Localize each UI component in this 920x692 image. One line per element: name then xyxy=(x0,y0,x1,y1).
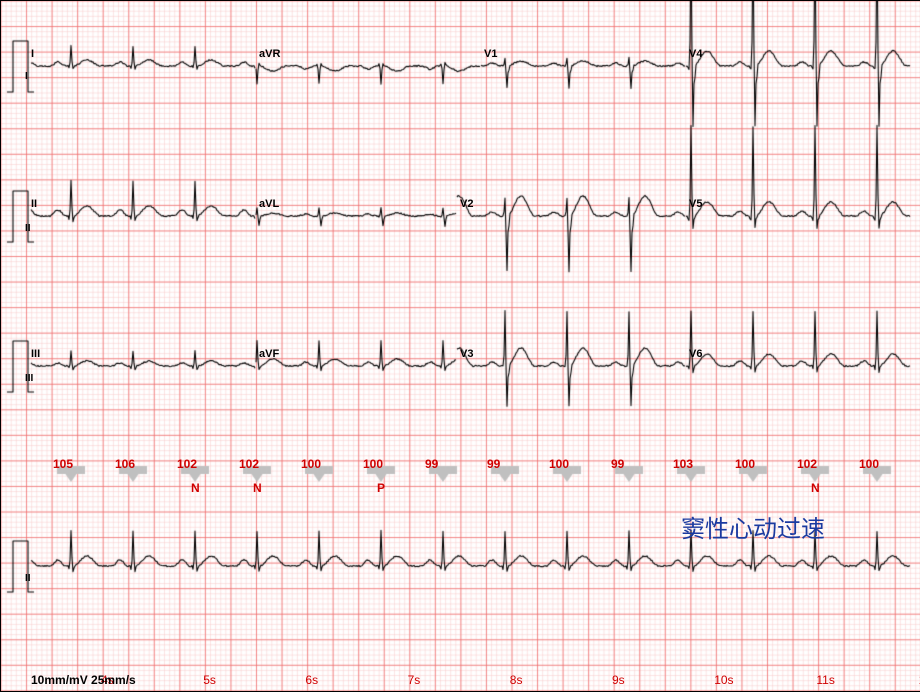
time-11s: 11s xyxy=(816,673,834,687)
lead-label-V1: V1 xyxy=(484,48,497,60)
hr-value-10: 103 xyxy=(673,457,693,471)
hr-value-12: 102 xyxy=(797,457,817,471)
hr-value-6: 99 xyxy=(425,457,438,471)
hr-value-7: 99 xyxy=(487,457,500,471)
lead-label-V5: V5 xyxy=(689,198,702,210)
lead-label-V3: V3 xyxy=(460,348,473,360)
hr-value-11: 100 xyxy=(735,457,755,471)
row-1-roman: II xyxy=(25,223,31,234)
time-10s: 10s xyxy=(714,673,733,687)
lead-label-II: II xyxy=(31,198,37,210)
hr-value-13: 100 xyxy=(859,457,879,471)
beat-class-5: P xyxy=(377,481,385,495)
lead-label-aVR: aVR xyxy=(259,48,280,60)
lead-label-V4: V4 xyxy=(689,48,702,60)
time-8s: 8s xyxy=(510,673,523,687)
hr-value-5: 100 xyxy=(363,457,383,471)
time-9s: 9s xyxy=(612,673,625,687)
scale-label: 10mm/mV 25mm/s xyxy=(31,673,136,687)
lead-label-III: III xyxy=(31,348,40,360)
time-6s: 6s xyxy=(305,673,318,687)
time-5s: 5s xyxy=(203,673,216,687)
hr-value-1: 106 xyxy=(115,457,135,471)
diagnosis-text: 窦性心动过速 xyxy=(681,509,825,544)
beat-class-3: N xyxy=(253,481,262,495)
beat-class-12: N xyxy=(811,481,820,495)
lead-label-aVF: aVF xyxy=(259,348,279,360)
row-0-roman: I xyxy=(25,71,28,82)
hr-value-2: 102 xyxy=(177,457,197,471)
row-3-roman: II xyxy=(25,573,31,584)
lead-label-aVL: aVL xyxy=(259,198,279,210)
time-7s: 7s xyxy=(408,673,421,687)
lead-label-I: I xyxy=(31,48,34,60)
lead-label-V2: V2 xyxy=(460,198,473,210)
ecg-trace-canvas xyxy=(1,1,920,691)
hr-value-9: 99 xyxy=(611,457,624,471)
lead-label-V6: V6 xyxy=(689,348,702,360)
hr-value-0: 105 xyxy=(53,457,73,471)
hr-value-3: 102 xyxy=(239,457,259,471)
hr-value-8: 100 xyxy=(549,457,569,471)
hr-value-4: 100 xyxy=(301,457,321,471)
row-2-roman: III xyxy=(25,373,33,384)
ecg-chart: IIaVRV1V4IIIIaVLV2V5IIIIIIaVFV3V6II10510… xyxy=(0,0,920,692)
beat-class-2: N xyxy=(191,481,200,495)
